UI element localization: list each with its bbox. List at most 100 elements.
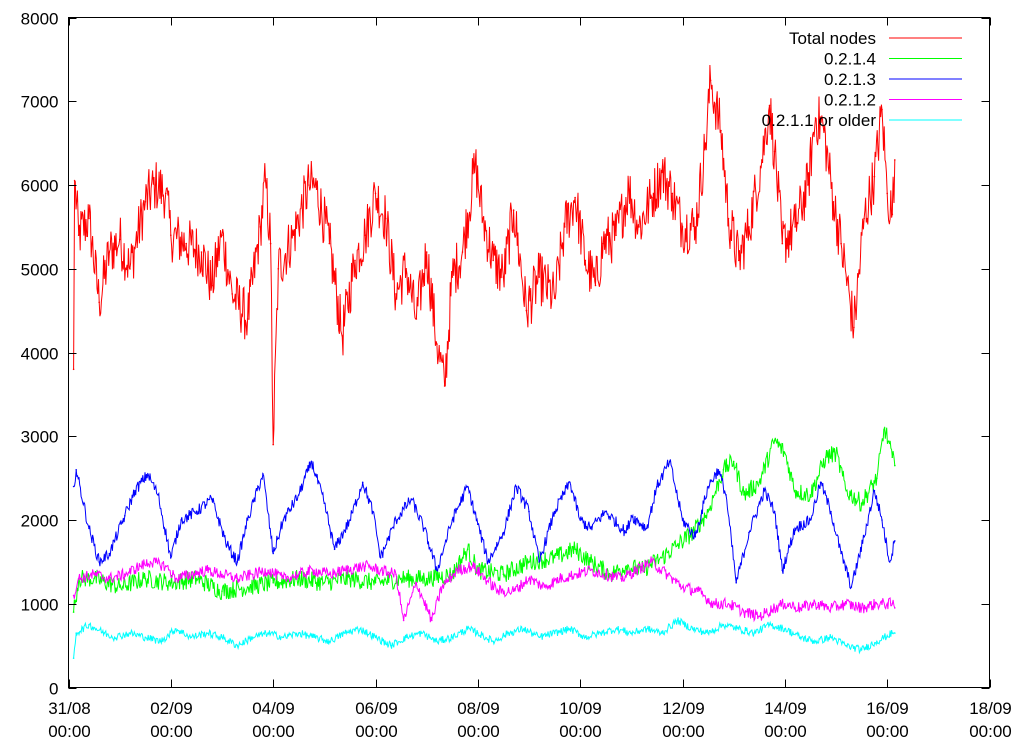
data-point [553, 632, 556, 634]
data-point [144, 201, 147, 203]
data-point [822, 125, 824, 128]
data-point [661, 632, 663, 634]
data-point [523, 628, 525, 630]
data-point [661, 171, 663, 174]
data-point [477, 523, 479, 525]
data-point [75, 632, 77, 634]
data-point [850, 586, 853, 588]
data-point [341, 335, 344, 337]
data-point [825, 456, 827, 459]
data-point [863, 536, 865, 538]
data-point [425, 577, 428, 580]
data-point [272, 443, 275, 446]
data-point [251, 636, 254, 639]
data-point [200, 251, 203, 253]
data-point [88, 623, 90, 626]
data-point [139, 565, 141, 567]
data-point [277, 268, 280, 270]
data-point [134, 489, 136, 492]
data-point [589, 527, 592, 530]
data-point [264, 180, 267, 182]
data-point [451, 276, 454, 278]
data-point [860, 502, 863, 505]
data-point [205, 632, 208, 634]
x-tick-label-date: 18/09 [969, 699, 1012, 718]
data-point [635, 569, 638, 572]
data-point [558, 577, 561, 580]
series-4 [72, 617, 896, 659]
data-point [431, 619, 433, 622]
data-point [374, 582, 377, 584]
data-point [211, 284, 213, 287]
x-tick-label-date: 14/09 [764, 699, 807, 718]
data-point [873, 175, 876, 178]
data-point [124, 573, 126, 576]
data-point [395, 293, 397, 295]
data-point [236, 577, 239, 580]
data-point [694, 536, 697, 538]
data-point [630, 632, 633, 634]
data-point [638, 226, 640, 228]
data-point [809, 494, 812, 496]
series-0 [72, 64, 896, 446]
data-point [441, 586, 443, 588]
data-point [466, 628, 469, 630]
data-point [164, 192, 167, 195]
data-point [436, 343, 438, 345]
data-point [707, 632, 709, 634]
x-tick-label-time: 00:00 [764, 722, 807, 741]
data-point [175, 577, 177, 580]
x-tick-label-time: 00:00 [457, 722, 500, 741]
data-point [569, 628, 571, 630]
data-point [853, 326, 855, 329]
data-point [502, 276, 505, 278]
data-point [589, 561, 592, 563]
data-point [103, 632, 106, 634]
data-point [267, 569, 269, 572]
data-point [395, 519, 397, 521]
data-point [758, 481, 761, 484]
data-point [840, 242, 842, 245]
data-point [361, 481, 364, 484]
data-point [625, 531, 627, 534]
data-point [773, 150, 776, 153]
data-point [894, 632, 896, 634]
data-point [743, 494, 745, 496]
data-point [328, 640, 331, 643]
data-point [668, 460, 671, 463]
data-point [298, 632, 300, 634]
data-point [830, 607, 832, 609]
legend-label: 0.2.1.1 or older [762, 111, 877, 130]
data-point [456, 569, 459, 572]
data-point [147, 473, 149, 475]
data-point [72, 368, 75, 371]
legend-label: 0.2.1.3 [824, 70, 876, 89]
data-point [574, 196, 576, 199]
data-point [574, 548, 576, 551]
data-point [886, 192, 888, 195]
data-point [717, 469, 720, 471]
y-tick-label: 2000 [21, 512, 59, 531]
data-point [512, 209, 515, 211]
series-2 [72, 459, 896, 590]
data-point [720, 129, 722, 132]
data-point [259, 226, 262, 228]
data-point [269, 242, 272, 245]
data-point [763, 489, 766, 492]
data-point [195, 577, 198, 580]
series-line [73, 64, 896, 445]
axis-ticks: 0 1000 2000 3000 4000 5000 6000 7000 8000 31/08 00… [21, 10, 1012, 742]
data-point [77, 577, 80, 580]
data-point [579, 519, 581, 521]
data-point [195, 510, 198, 513]
x-tick-label-date: 08/09 [457, 699, 500, 718]
data-point [553, 297, 556, 299]
data-point [888, 561, 891, 563]
data-point [482, 217, 484, 220]
data-point [589, 569, 592, 572]
data-point [645, 628, 648, 630]
data-point [722, 469, 725, 471]
data-point [415, 318, 418, 320]
data-point [615, 628, 617, 630]
data-point [272, 582, 275, 584]
